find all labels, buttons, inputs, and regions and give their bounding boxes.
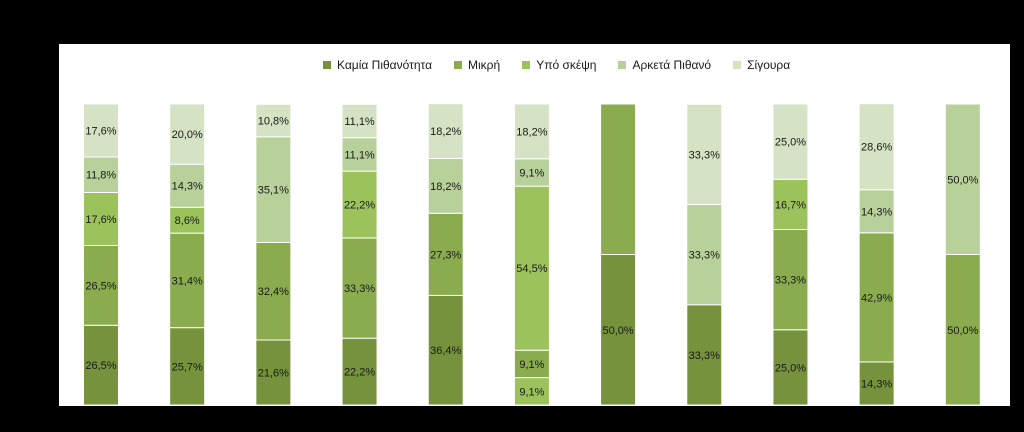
bar-segment (600, 254, 637, 406)
data-label: 14,3% (861, 378, 892, 390)
bar-segment (858, 232, 895, 363)
bar-segment (772, 103, 809, 180)
data-label: 11,1% (344, 149, 375, 161)
data-label: 18,2% (430, 126, 461, 138)
data-label: 26,5% (85, 280, 116, 292)
data-label: 42,9% (861, 292, 892, 304)
legend-label-small: Μικρή (468, 58, 501, 72)
bar-segment (83, 156, 119, 193)
data-label: 31,4% (172, 275, 203, 287)
data-label: 18,2% (516, 126, 547, 138)
bar-segment (772, 178, 809, 231)
bar-segment (686, 304, 723, 406)
data-label: 27,3% (430, 249, 461, 261)
bar-segment (169, 232, 206, 329)
data-label: 18,2% (430, 181, 461, 193)
data-label: 22,2% (344, 367, 375, 379)
bar-segment (772, 229, 809, 331)
data-label: 9,1% (519, 386, 544, 398)
data-label: 50,0% (947, 325, 978, 337)
bar-segment (686, 103, 723, 206)
data-label: 17,6% (85, 214, 116, 226)
data-label: 32,4% (258, 286, 289, 298)
bar-segment (341, 103, 378, 139)
stacked-bar-chart: 26,5% 26,5% 17,6% 11,8% 17,6% 25,7% 31,4% 8,6% 1… (83, 103, 981, 406)
bar-segment (427, 294, 464, 406)
data-label: 33,3% (775, 275, 806, 287)
bar-segment (944, 103, 981, 255)
plot-area: 26,5% 26,5% 17,6% 11,8% 17,6% 25,7% 31,4% 8,6% 1… (59, 44, 1010, 406)
data-label: 21,6% (258, 367, 289, 379)
data-label: 25,0% (775, 362, 806, 374)
bar-segment (255, 339, 292, 406)
legend-swatch-quite-likely (618, 61, 627, 69)
data-label: 11,8% (86, 170, 117, 182)
bar-segment (513, 377, 550, 406)
legend-label-considering: Υπό σκέψη (536, 58, 597, 72)
legend-swatch-none (323, 61, 331, 69)
data-label: 50,0% (602, 325, 633, 337)
bar-segment (83, 324, 119, 406)
legend-swatch-certain (733, 61, 742, 69)
data-label: 25,7% (172, 361, 203, 373)
data-label: 35,1% (258, 185, 289, 197)
bar-segment (427, 212, 464, 296)
data-label: 54,5% (516, 263, 547, 275)
legend-swatch-small (454, 61, 463, 69)
data-label: 33,3% (689, 149, 720, 161)
bar-segment (427, 103, 464, 159)
legend-label-quite-likely: Αρκετά Πιθανό (632, 58, 712, 72)
data-label: 20,0% (172, 129, 203, 141)
legend-item-considering: Υπό σκέψη (522, 58, 596, 72)
bar-segment (513, 185, 550, 351)
bar-segment (341, 170, 378, 239)
legend-item-certain: Σίγουρα (733, 58, 790, 72)
data-label: 22,2% (344, 200, 375, 212)
bar-segment (255, 103, 292, 138)
data-label: 25,0% (775, 137, 806, 149)
data-label: 14,3% (861, 206, 892, 218)
bar-segment (169, 163, 206, 208)
bar-segment (169, 206, 206, 234)
legend-item-quite-likely: Αρκετά Πιθανό (618, 58, 711, 72)
data-label: 33,3% (344, 283, 375, 295)
bar-segment (169, 327, 206, 406)
data-label: 33,3% (689, 350, 720, 362)
data-label: 9,1% (519, 167, 544, 179)
data-label: 9,1% (519, 359, 544, 371)
bar-segment (255, 136, 292, 243)
bar-segment (513, 158, 550, 187)
bar-segment (255, 241, 292, 341)
bar-segment (513, 349, 550, 379)
bar-segment (341, 137, 378, 172)
bar-segment (513, 103, 550, 160)
bar-segment (858, 103, 895, 191)
bar-segment (341, 237, 378, 339)
bar-segment (169, 103, 206, 165)
data-label: 36,4% (430, 345, 461, 357)
bar-segment (83, 103, 119, 158)
data-label: 11,1% (344, 116, 375, 128)
data-label: 14,3% (172, 181, 203, 193)
bar-segment (944, 254, 981, 406)
legend-swatch-considering (522, 61, 531, 69)
legend: Καμία Πιθανότητα Μικρή Υπό σκέψη Αρκετά … (323, 58, 790, 72)
bar-segment (83, 244, 119, 326)
data-label: 26,5% (85, 360, 116, 372)
data-label: 17,6% (85, 125, 116, 137)
legend-label-certain: Σίγουρα (747, 58, 791, 72)
bar-segment (341, 337, 378, 406)
data-label: 33,3% (689, 250, 720, 262)
legend-item-none: Καμία Πιθανότητα (323, 58, 432, 72)
legend-label-none: Καμία Πιθανότητα (337, 58, 433, 72)
data-label: 50,0% (947, 174, 978, 186)
data-label: 16,7% (775, 199, 806, 211)
legend-item-small: Μικρή (454, 58, 500, 72)
data-label: 10,8% (258, 116, 289, 128)
data-label: 28,6% (861, 142, 892, 154)
data-label: 8,6% (175, 215, 200, 227)
bar-segment (600, 103, 637, 255)
